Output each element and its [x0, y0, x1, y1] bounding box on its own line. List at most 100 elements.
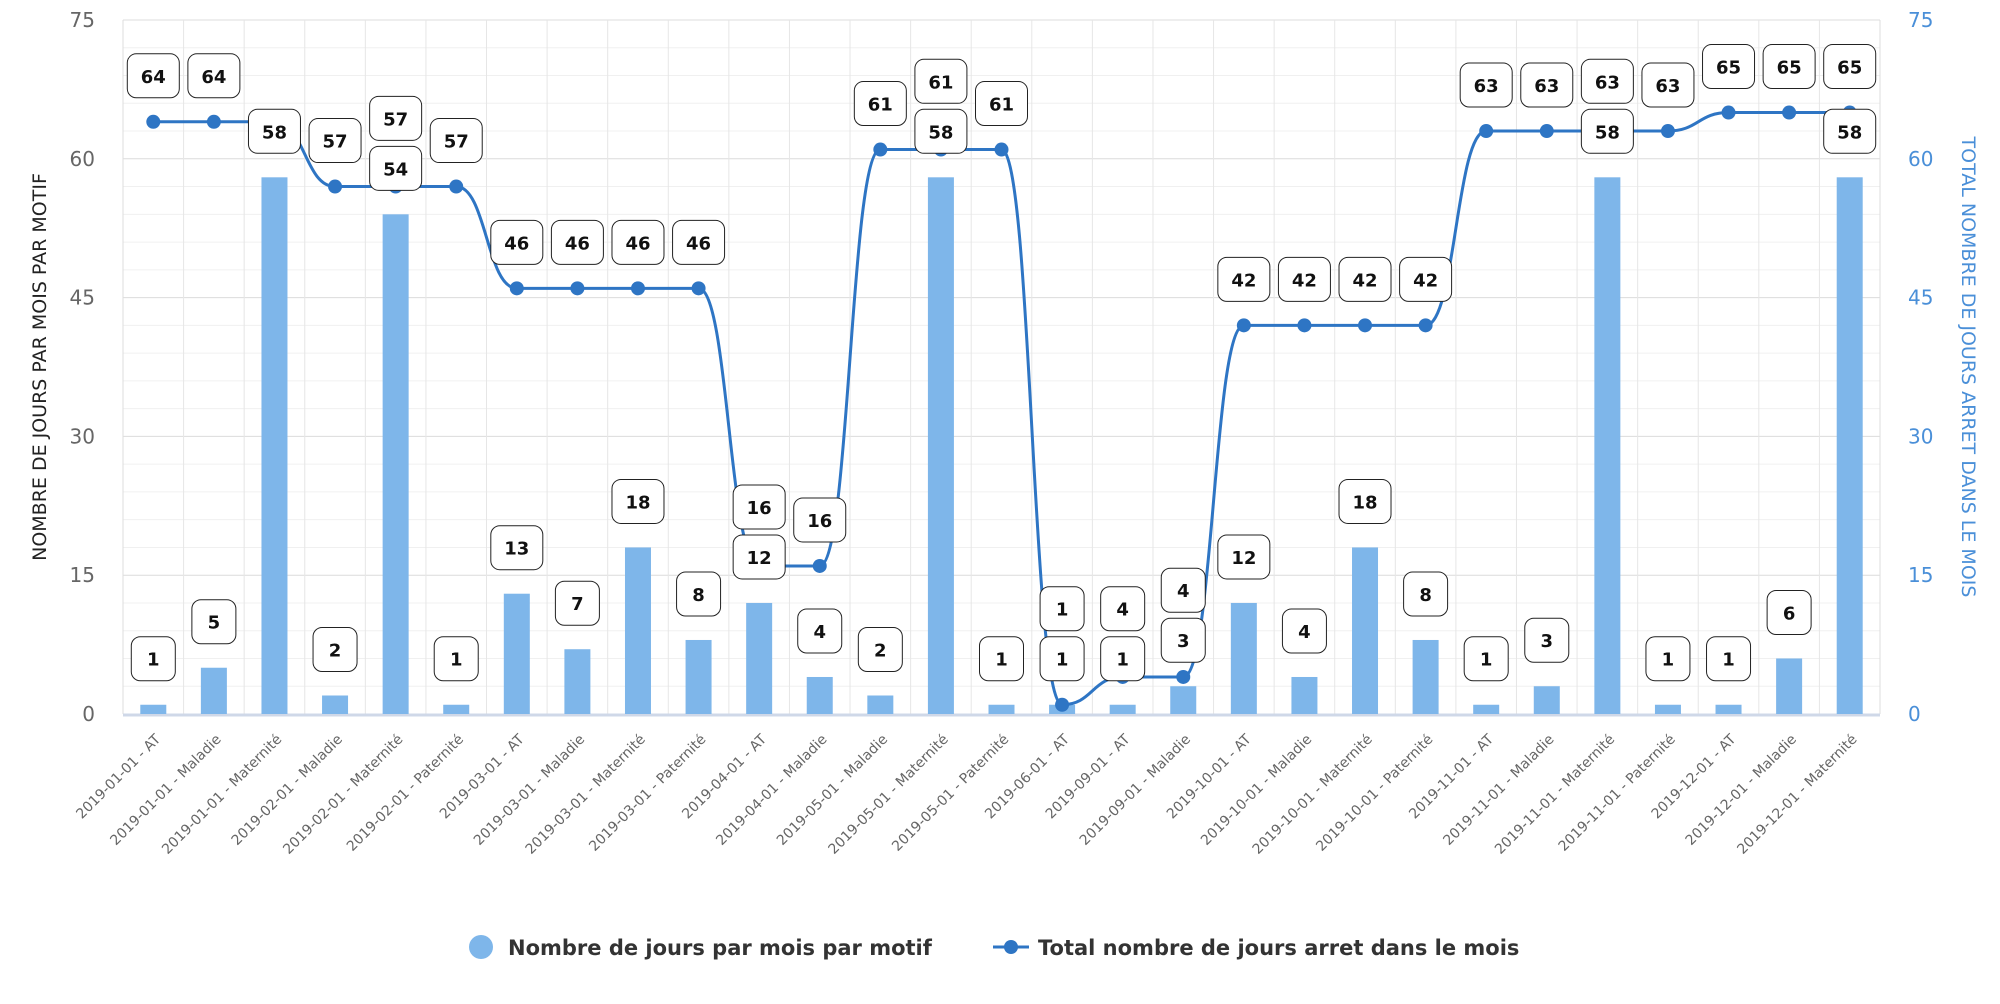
line-data-label-box — [1459, 62, 1513, 108]
x-tick-label: 2019-10-01 - Paternité — [1313, 732, 1436, 855]
line-point — [1176, 669, 1191, 684]
bar-data-label-box — [1403, 571, 1449, 617]
line-point — [691, 281, 706, 296]
line-data-label-box — [1641, 62, 1695, 108]
line-data-label-box — [611, 219, 665, 265]
x-tick-label: 2019-01-01 - Maladie — [107, 732, 224, 849]
line-point — [1297, 318, 1312, 333]
line-data-label-box — [550, 219, 604, 265]
legend-line-label: Total nombre de jours arret dans le mois — [1038, 936, 1519, 960]
x-tick-label: 2019-03-01 - Maladie — [471, 732, 588, 849]
line-data-label: 63 — [1534, 76, 1559, 97]
y2-tick-label: 0 — [1908, 702, 1921, 726]
bar-data-label-box — [914, 108, 968, 154]
x-tick-label: 2019-11-01 - Maladie — [1440, 732, 1557, 849]
bar — [1230, 602, 1257, 714]
line-data-label-box — [369, 95, 423, 141]
line-data-label-box — [429, 118, 483, 164]
line-data-label: 46 — [686, 233, 711, 254]
bar-data-label: 3 — [1177, 631, 1190, 652]
bar-data-label-box — [312, 626, 358, 672]
bar — [624, 547, 651, 714]
bar-data-label-box — [1281, 608, 1327, 654]
bar-data-label-box — [732, 534, 786, 580]
y2-tick-label: 60 — [1908, 147, 1933, 171]
bar-data-label-box — [433, 636, 479, 682]
bar-data-label: 1 — [995, 650, 1008, 671]
line-data-label: 4 — [1116, 600, 1129, 621]
line-point — [1721, 105, 1736, 120]
bar-data-label: 1 — [1480, 650, 1493, 671]
bar — [927, 177, 954, 715]
line-data-label: 42 — [1231, 270, 1256, 291]
y-tick-label: 75 — [70, 8, 95, 32]
x-tick-label: 2019-05-01 - Paternité — [889, 732, 1012, 855]
bar — [1836, 177, 1863, 715]
line-data-label: 61 — [928, 72, 953, 93]
bar — [503, 593, 530, 714]
bar — [443, 704, 470, 714]
line-data-label-box — [672, 219, 726, 265]
bar-data-label: 58 — [1595, 122, 1620, 143]
bar-data-label-box — [1580, 108, 1634, 154]
line-data-label-box — [1762, 44, 1816, 90]
bar-data-label: 1 — [147, 650, 160, 671]
x-tick-label: 2019-01-01 - Maternité — [159, 732, 285, 858]
bar — [867, 695, 894, 714]
line-data-label: 46 — [625, 233, 650, 254]
bar-data-label: 2 — [329, 640, 342, 661]
y-tick-label: 30 — [70, 424, 95, 448]
bar — [1654, 704, 1681, 714]
line-data-label-box — [1520, 62, 1574, 108]
line-data-label-box — [1039, 586, 1085, 632]
bar-data-label: 2 — [874, 640, 887, 661]
line-data-label-box — [1580, 58, 1634, 104]
line-data-label: 61 — [989, 95, 1014, 116]
y2-tick-label: 15 — [1908, 563, 1933, 587]
bar-data-label: 1 — [1662, 650, 1675, 671]
line-data-label: 65 — [1716, 58, 1741, 79]
y2-tick-label: 30 — [1908, 424, 1933, 448]
bar-data-label-box — [1645, 636, 1691, 682]
x-tick-label: 2019-04-01 - Maladie — [713, 732, 830, 849]
bar — [1412, 639, 1439, 714]
line-data-label-box — [126, 53, 180, 99]
bar-data-label-box — [130, 636, 176, 682]
line-data-label: 65 — [1837, 58, 1862, 79]
bar-data-label-box — [1823, 108, 1877, 154]
bar-data-label: 1 — [450, 650, 463, 671]
bar-data-label: 8 — [1419, 585, 1432, 606]
legend-line-dot — [1004, 940, 1018, 954]
bar-data-label: 18 — [625, 492, 650, 513]
bar — [1594, 177, 1621, 715]
x-tick-label: 2019-12-01 - Maladie — [1683, 732, 1800, 849]
bar-data-label: 18 — [1352, 492, 1377, 513]
bar-data-label: 6 — [1783, 603, 1796, 624]
bar — [1715, 704, 1742, 714]
y-axis-title: NOMBRE DE JOURS PAR MOIS PAR MOTIF — [29, 173, 51, 561]
line-data-label: 42 — [1292, 270, 1317, 291]
line-data-label: 65 — [1777, 58, 1802, 79]
line-data-label: 63 — [1655, 76, 1680, 97]
bar — [322, 695, 349, 714]
line-point — [1236, 318, 1251, 333]
x-tick-label: 2019-09-01 - Maladie — [1077, 732, 1194, 849]
line-data-label: 64 — [141, 67, 166, 88]
bar-data-label: 54 — [383, 159, 408, 180]
line-point — [328, 179, 343, 194]
line-data-label: 42 — [1352, 270, 1377, 291]
line-data-label-box — [308, 118, 362, 164]
line-data-label: 42 — [1413, 270, 1438, 291]
line-data-label-box — [187, 53, 241, 99]
bar-data-label-box — [676, 571, 722, 617]
bar-data-label: 13 — [504, 539, 529, 560]
line-data-label: 16 — [747, 498, 772, 519]
bar-data-label-box — [797, 608, 843, 654]
bar-data-label: 1 — [1722, 650, 1735, 671]
bar-data-label-box — [857, 626, 903, 672]
bar — [1170, 686, 1197, 714]
line-data-label: 63 — [1474, 76, 1499, 97]
bar — [382, 214, 409, 714]
